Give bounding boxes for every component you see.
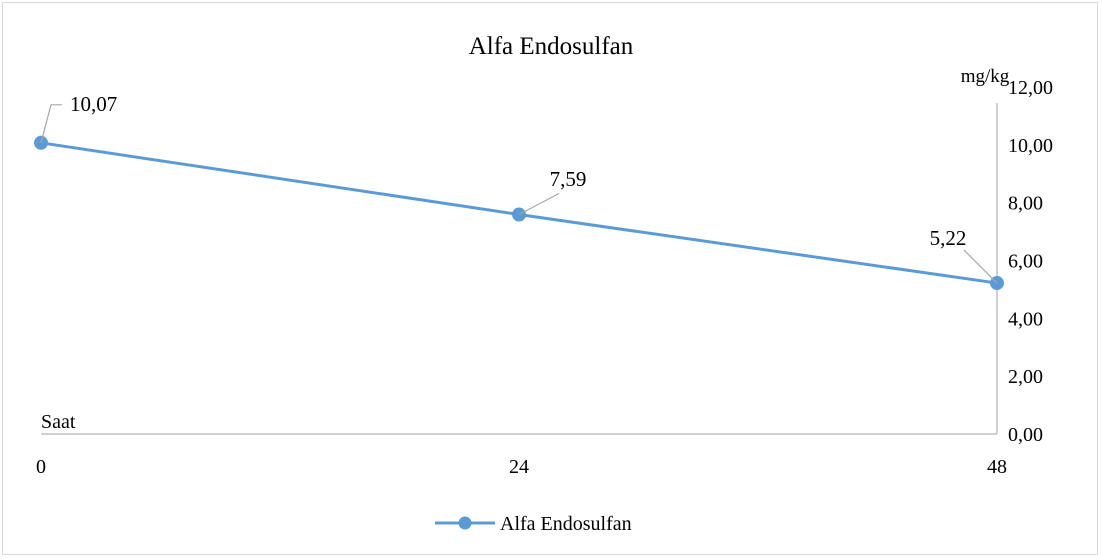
x-tick-label: 0	[36, 456, 46, 478]
data-labels: 10,07 7,59 5,22	[40, 92, 998, 284]
y-tick-label: 0,00	[1008, 424, 1043, 446]
data-label-leader	[518, 192, 560, 216]
x-axis-title: Saat	[41, 411, 76, 433]
data-label: 7,59	[550, 167, 587, 191]
x-tick-label: 48	[987, 456, 1007, 478]
y-axis-ticks: 0,00 2,00 4,00 6,00 8,00 10,00 12,00	[1008, 77, 1053, 446]
series-alfa-endosulfan	[34, 135, 1004, 291]
y-tick-label: 6,00	[1008, 251, 1043, 273]
y-tick-label: 2,00	[1008, 366, 1043, 388]
y-axis-title: mg/kg	[961, 66, 1010, 87]
legend-label: Alfa Endosulfan	[500, 513, 632, 535]
legend: Alfa Endosulfan	[435, 513, 632, 535]
chart-title: Alfa Endosulfan	[469, 33, 634, 60]
legend-series-marker	[458, 516, 472, 530]
y-tick-label: 8,00	[1008, 193, 1043, 215]
data-label-leader	[40, 104, 62, 143]
data-label: 5,22	[930, 226, 967, 250]
axes	[41, 103, 998, 435]
x-axis-ticks: 0 24 48	[36, 456, 1007, 478]
data-label: 10,07	[70, 92, 117, 116]
y-tick-label: 10,00	[1008, 135, 1053, 157]
line-chart: Alfa Endosulfan 0,00 2,00 4,00 6,00 8,00 10,0…	[34, 33, 1053, 535]
y-tick-label: 12,00	[1008, 77, 1053, 99]
x-tick-label: 24	[509, 456, 529, 478]
y-tick-label: 4,00	[1008, 308, 1043, 330]
data-label-leader	[963, 249, 998, 284]
